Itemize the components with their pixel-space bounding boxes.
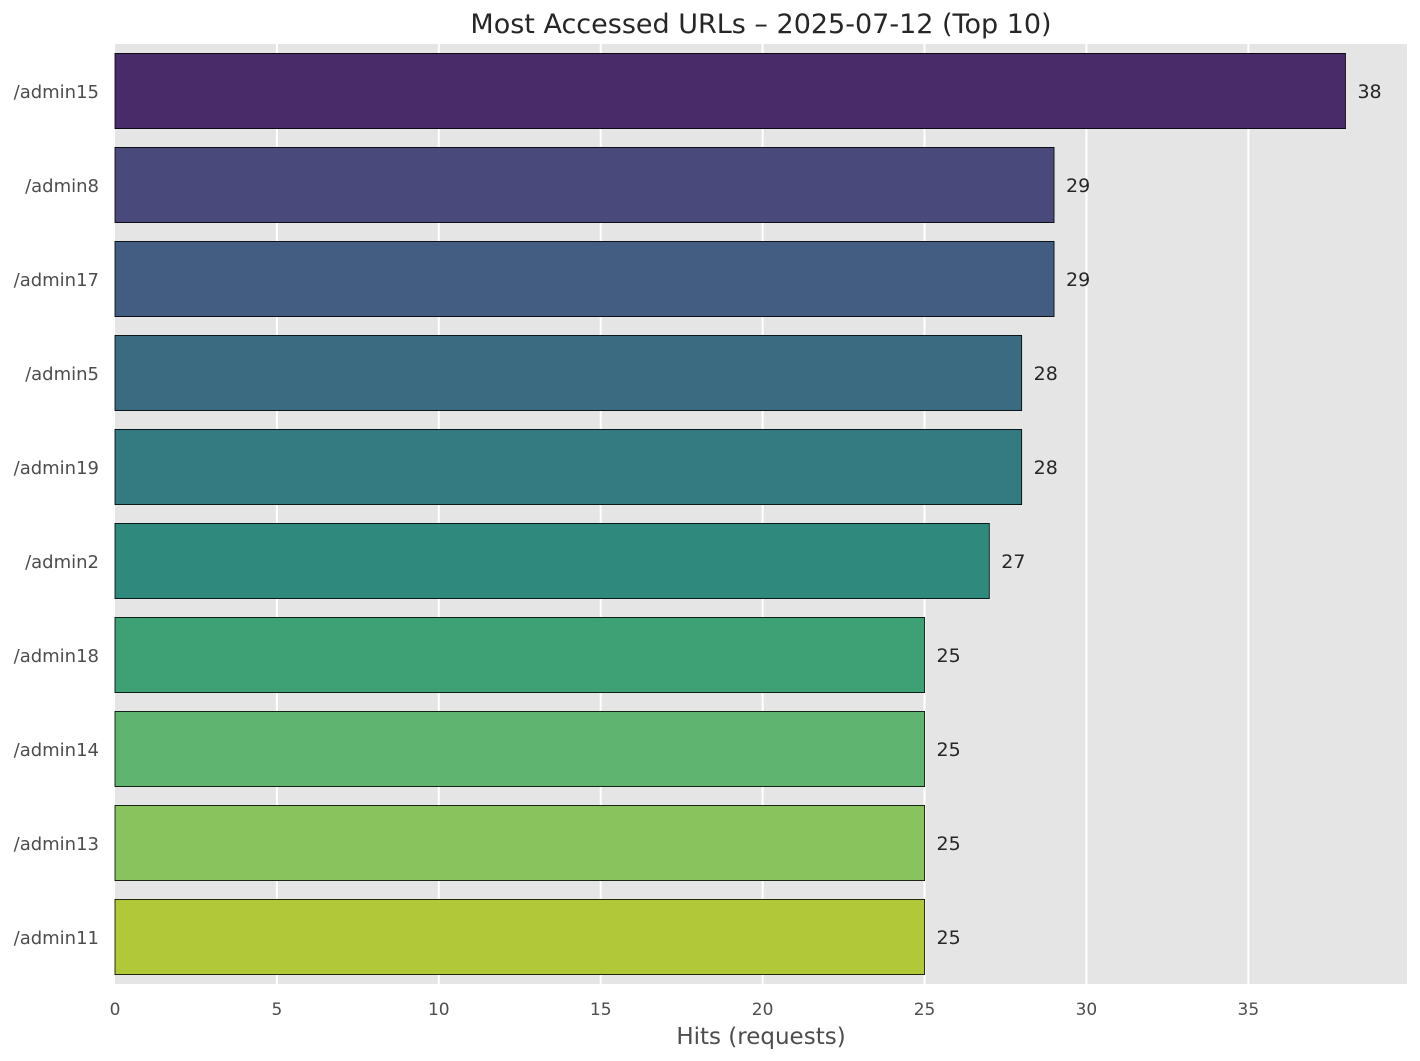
x-tick-label: 5 [271, 1000, 282, 1020]
y-tick-label: /admin13 [14, 834, 99, 855]
y-tick-label: /admin15 [14, 82, 99, 103]
x-axis-tick-labels: 0 5 10 15 20 25 30 35 [110, 1000, 1260, 1020]
value-label: 38 [1357, 81, 1381, 103]
value-label: 25 [937, 927, 961, 949]
bar [114, 711, 925, 788]
x-tick-label: 30 [1076, 1000, 1098, 1020]
y-tick-label: /admin5 [25, 364, 99, 385]
x-tick-label: 0 [110, 1000, 121, 1020]
y-tick-label: /admin19 [14, 458, 99, 479]
value-label: 25 [937, 645, 961, 667]
y-tick-label: /admin18 [14, 646, 99, 667]
chart-title: Most Accessed URLs – 2025-07-12 (Top 10) [470, 9, 1051, 40]
y-tick-label: /admin11 [14, 928, 99, 949]
value-label: 29 [1066, 175, 1090, 197]
bar [114, 334, 1023, 411]
value-label: 25 [937, 833, 961, 855]
x-tick-label: 25 [914, 1000, 936, 1020]
bar [114, 53, 1346, 129]
x-tick-label: 15 [590, 1000, 612, 1020]
value-label: 25 [937, 739, 961, 761]
bar [114, 146, 1055, 223]
y-tick-label: /admin14 [14, 740, 99, 761]
y-tick-label: /admin17 [14, 270, 99, 291]
x-tick-label: 20 [752, 1000, 774, 1020]
x-tick-label: 35 [1238, 1000, 1260, 1020]
bar [114, 428, 1023, 505]
value-label: 27 [1001, 551, 1025, 573]
bar [114, 617, 925, 694]
value-label: 29 [1066, 269, 1090, 291]
value-label: 28 [1034, 457, 1058, 479]
x-axis-label: Hits (requests) [676, 1024, 845, 1050]
x-tick-label: 10 [428, 1000, 450, 1020]
y-tick-label: /admin8 [25, 176, 99, 197]
bar [114, 523, 990, 600]
bar [114, 899, 925, 976]
y-axis-tick-labels: /admin15/admin8/admin17/admin5/admin19/a… [14, 82, 99, 949]
value-labels: 38 29 29 28 28 27 25 25 25 25 [937, 81, 1382, 949]
bar [114, 240, 1055, 317]
y-tick-label: /admin2 [25, 552, 99, 573]
bars [114, 53, 1346, 976]
value-label: 28 [1034, 363, 1058, 385]
bar [114, 805, 925, 882]
